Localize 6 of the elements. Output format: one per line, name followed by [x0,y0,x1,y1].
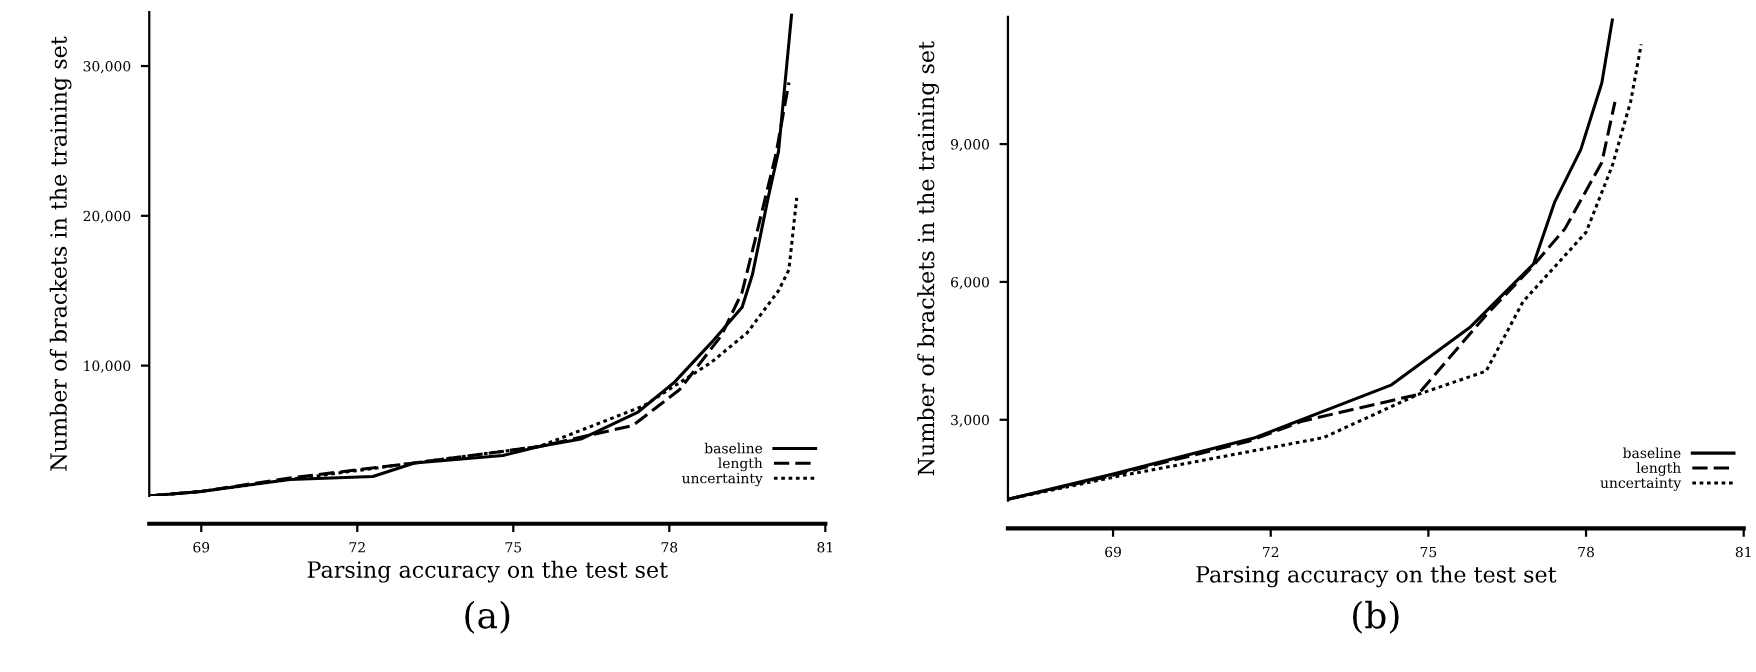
y-axis-title: Number of brackets in the training set [49,36,72,471]
y-axis-title: Number of brackets in the training set [917,41,940,476]
text: (b) [1353,600,1399,634]
text: (a) [465,600,510,634]
x-axis-title: Parsing accuracy on the test set [307,560,668,583]
x-axis-title: Parsing accuracy on the test set [1196,565,1557,588]
